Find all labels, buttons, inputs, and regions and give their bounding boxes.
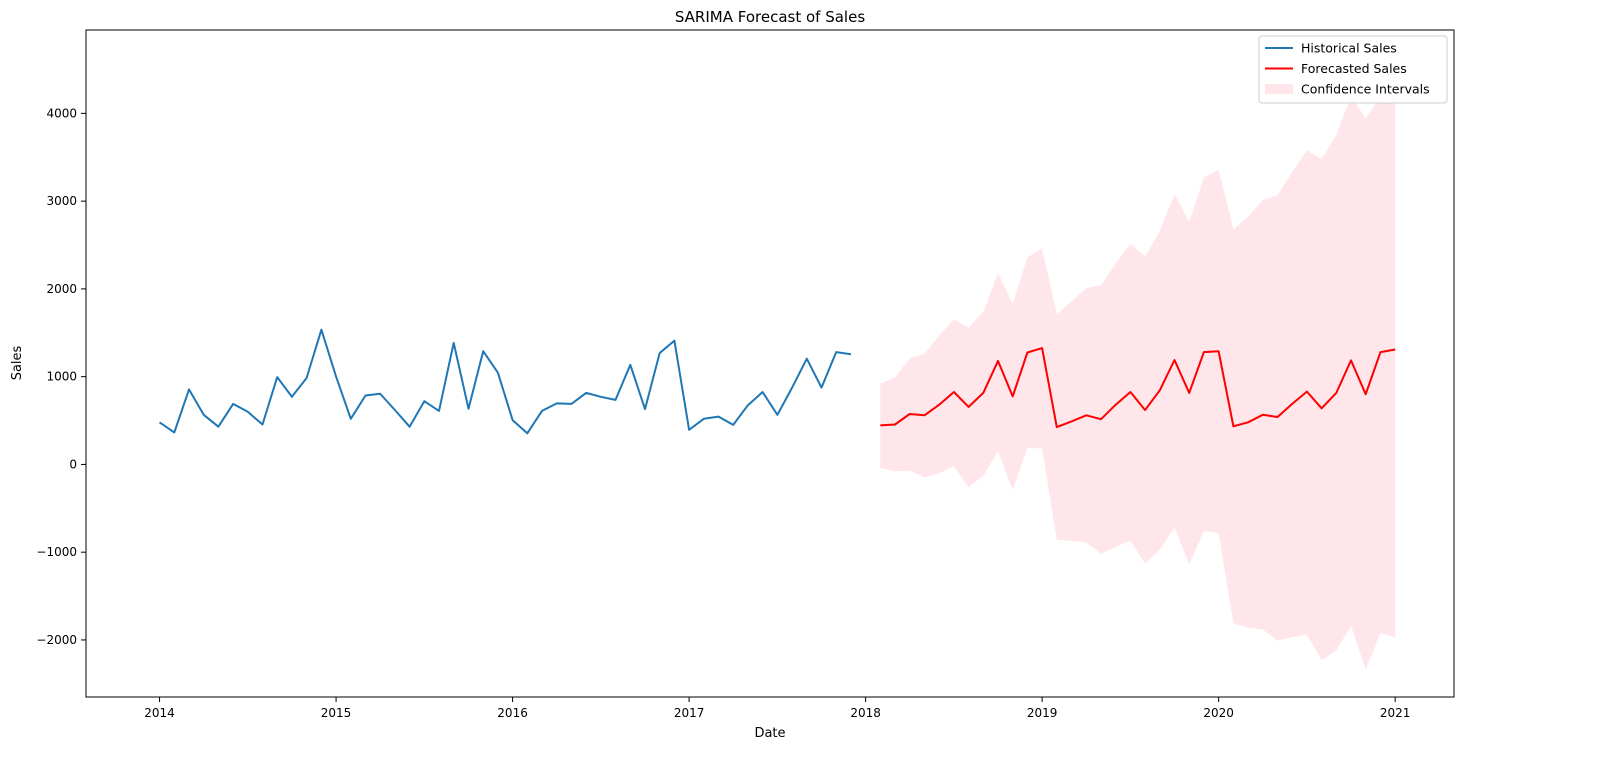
x-tick-label: 2018 <box>850 706 881 720</box>
chart-title: SARIMA Forecast of Sales <box>675 8 865 26</box>
confidence-band <box>880 95 1396 670</box>
x-tick-label: 2017 <box>674 706 705 720</box>
y-tick-label: −2000 <box>36 633 77 647</box>
forecasted-sales-line <box>880 347 1396 429</box>
legend-item-confidence-label: Confidence Intervals <box>1301 82 1430 97</box>
plot-clip-group <box>158 95 1396 670</box>
y-tick-label: 3000 <box>46 194 77 208</box>
y-tick-label: 4000 <box>46 106 77 120</box>
plot-area <box>158 95 1396 670</box>
x-tick-label: 2021 <box>1380 706 1411 720</box>
x-tick-label: 2015 <box>321 706 352 720</box>
x-tick-label: 2014 <box>144 706 175 720</box>
historical-sales-line <box>158 328 852 435</box>
legend-item-forecast-label: Forecasted Sales <box>1301 61 1407 76</box>
y-axis-label: Sales <box>10 345 25 380</box>
y-tick-label: 2000 <box>46 282 77 296</box>
plot-frame <box>85 29 1455 698</box>
legend-box <box>1258 35 1448 104</box>
legend-item-historical-label: Historical Sales <box>1301 41 1397 56</box>
y-tick-label: 1000 <box>46 370 77 384</box>
x-tick-label: 2019 <box>1027 706 1058 720</box>
axes: 2014 2015 2016 2017 2018 2019 2020 2021 −2000 −10… <box>36 29 1455 720</box>
legend: Historical Sales Forecasted Sales Confiden… <box>1258 35 1448 104</box>
x-axis-label: Date <box>754 726 785 741</box>
y-tick-label: −1000 <box>36 545 77 559</box>
x-tick-label: 2016 <box>497 706 528 720</box>
y-tick-label: 0 <box>69 457 77 471</box>
legend-item-confidence-swatch <box>1265 84 1293 94</box>
x-tick-label: 2020 <box>1203 706 1234 720</box>
